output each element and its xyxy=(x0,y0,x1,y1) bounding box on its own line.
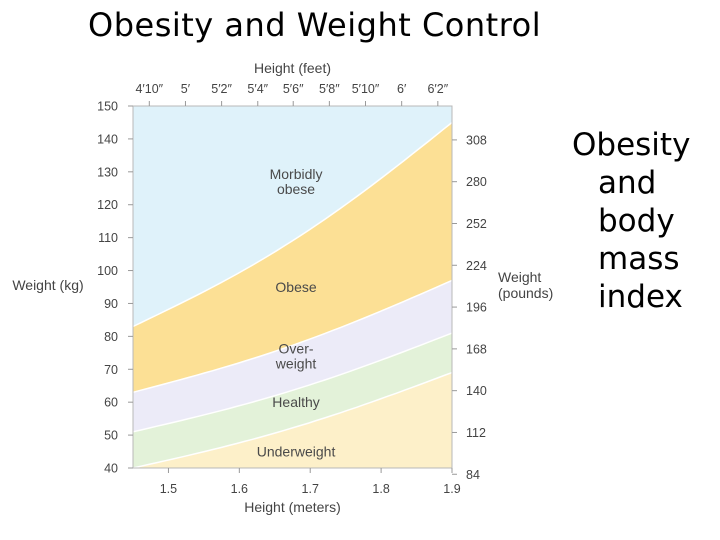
plot-frame xyxy=(132,105,453,469)
region-label: Morbidly xyxy=(270,166,323,182)
x-tick-label: 1.5 xyxy=(160,482,177,496)
chart-regions xyxy=(132,106,453,469)
side-text-line: index xyxy=(598,279,683,315)
region-label: weight xyxy=(275,356,317,372)
top-axis-label: Height (feet) xyxy=(254,60,331,76)
right-tick-label: 280 xyxy=(466,175,487,189)
region-over-weight xyxy=(133,280,452,432)
x-tick-label: 1.6 xyxy=(231,482,248,496)
y-tick-label: 60 xyxy=(104,396,118,410)
right-tick-label: 224 xyxy=(466,259,487,273)
x-tick-label: 1.9 xyxy=(443,482,460,496)
region-label: obese xyxy=(277,181,315,197)
side-text-line: mass xyxy=(598,241,680,277)
y-tick-label: 150 xyxy=(97,100,118,114)
y-tick-label: 50 xyxy=(104,429,118,443)
right-tick-label: 308 xyxy=(466,133,487,147)
top-tick-label: 5′6″ xyxy=(283,82,304,96)
x-tick-label: 1.7 xyxy=(302,482,319,496)
region-boundary xyxy=(132,332,453,433)
top-tick-label: 6′ xyxy=(397,82,407,96)
y-tick-label: 140 xyxy=(97,132,118,146)
y-tick-label: 100 xyxy=(97,264,118,278)
top-tick-label: 5′ xyxy=(181,82,191,96)
region-obese xyxy=(133,122,452,393)
top-tick-label: 5′2″ xyxy=(211,82,232,96)
y-tick-label: 130 xyxy=(97,165,118,179)
right-tick-label: 196 xyxy=(466,301,487,315)
side-text: Obesity and body mass index xyxy=(572,126,702,316)
right-tick-label: 140 xyxy=(466,384,487,398)
top-tick-label: 5′10″ xyxy=(352,82,380,96)
y-tick-label: 110 xyxy=(98,231,118,245)
region-boundary xyxy=(132,279,453,394)
region-label: Underweight xyxy=(257,444,336,460)
region-label: Healthy xyxy=(272,394,319,410)
chart-labels: Underweight Healthy Over-weight Obese Morbid… xyxy=(257,166,336,459)
region-morbidlyobese xyxy=(133,106,452,327)
region-label: Over- xyxy=(279,341,314,357)
y-tick-label: 120 xyxy=(97,198,118,212)
side-text-line: and xyxy=(598,165,657,201)
right-tick-label: 84 xyxy=(466,468,480,482)
region-label: Obese xyxy=(275,279,316,295)
region-boundary xyxy=(132,121,453,328)
top-tick-label: 5′8″ xyxy=(319,82,340,96)
y-tick-label: 80 xyxy=(104,330,118,344)
side-text-line: body xyxy=(598,203,675,239)
y-axis-label: Weight (kg) xyxy=(12,277,83,293)
region-healthy xyxy=(133,333,452,468)
slide-title: Obesity and Weight Control xyxy=(88,6,542,44)
right-axis-label: Weight xyxy=(498,269,541,285)
region-boundary xyxy=(132,371,453,469)
x-axis-label: Height (meters) xyxy=(244,499,340,515)
right-tick-label: 168 xyxy=(466,342,487,356)
right-axis-label: (pounds) xyxy=(498,285,553,301)
chart-axes: 40 50 60 70 80 90 100 110 120 130 140 150 1.5 1.6 1.7 1… xyxy=(12,60,553,515)
top-tick-label: 5′4″ xyxy=(247,82,268,96)
region-underweight xyxy=(133,372,452,468)
top-tick-label: 4′10″ xyxy=(135,82,163,96)
right-tick-label: 112 xyxy=(466,426,486,440)
y-tick-label: 70 xyxy=(104,363,118,377)
y-tick-label: 90 xyxy=(104,297,118,311)
x-tick-label: 1.8 xyxy=(372,482,389,496)
right-tick-label: 252 xyxy=(466,217,487,231)
side-text-line: Obesity xyxy=(572,127,691,163)
y-tick-label: 40 xyxy=(104,462,118,476)
top-tick-label: 6′2″ xyxy=(427,82,448,96)
